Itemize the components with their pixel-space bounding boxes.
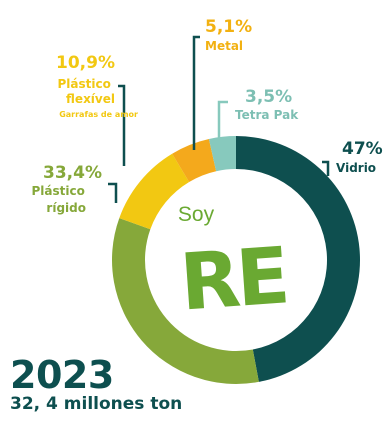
value-label-flexivel: 10,9% — [56, 53, 115, 73]
center-re-logo: RE — [177, 231, 288, 328]
value-label-vidrio: 47% — [342, 139, 383, 159]
center-soy-text: Soy — [178, 203, 215, 226]
value-label-rigido: 33,4% — [43, 163, 102, 183]
year-heading: 2023 — [10, 353, 114, 397]
slice-vidrio — [236, 136, 360, 382]
slice-tetra-pak — [208, 136, 236, 172]
leader-line-rigido — [108, 182, 118, 203]
category-label-plastico-rigido: Plástico rígido — [31, 184, 89, 215]
category-label-vidrio: Vidrio — [336, 161, 376, 175]
category-label-metal: Metal — [205, 39, 243, 53]
slice-pl-stico-r-gido — [111, 218, 259, 384]
leader-line-flexivel — [118, 84, 126, 166]
category-label-rigido-line2: rígido — [46, 201, 86, 215]
footer: 2023 32, 4 millones ton — [10, 356, 182, 414]
category-label-plastico-flexivel: Plástico flexível — [57, 77, 115, 106]
leader-line-vidrio — [322, 160, 330, 176]
category-label-flexivel-line2: flexível — [66, 92, 115, 106]
slice-metal — [172, 138, 217, 182]
value-label-tetrapak: 3,5% — [245, 87, 292, 107]
value-label-metal: 5,1% — [205, 17, 252, 37]
leader-line-tetrapak — [217, 100, 228, 146]
slice-pl-stico-flex-vel — [119, 153, 190, 230]
sublabel-garrafas: Garrafas de amor — [59, 110, 138, 119]
leader-line-metal — [192, 35, 200, 150]
category-label-tetrapak: Tetra Pak — [235, 108, 299, 122]
category-label-flexivel-line1: Plástico — [57, 77, 110, 91]
category-label-rigido-line1: Plástico — [31, 184, 84, 198]
total-tonnage: 32, 4 millones ton — [10, 394, 183, 414]
